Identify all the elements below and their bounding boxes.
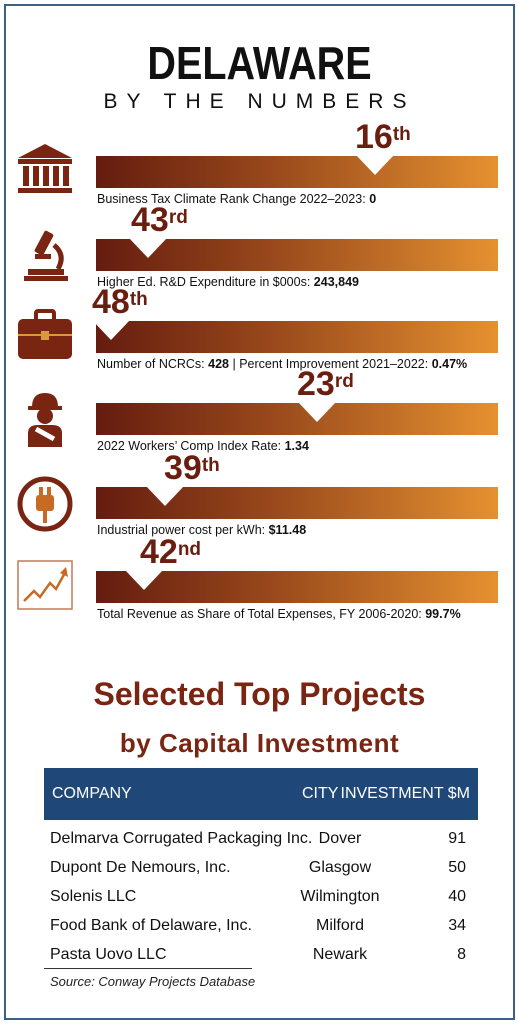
rank-bar (96, 321, 498, 353)
table-header: COMPANY CITY INVESTMENT $M (44, 768, 478, 820)
cell-city: Dover (318, 830, 362, 847)
rank-marker (92, 320, 130, 340)
cell-investment: 50 (448, 859, 466, 876)
cell-company: Dupont De Nemours, Inc. (50, 859, 231, 876)
column-header-company: COMPANY (52, 785, 132, 802)
rank-bar (96, 156, 498, 188)
table-row: Dupont De Nemours, Inc. Glasgow 50 (44, 853, 478, 882)
rank-value: 39th (164, 449, 220, 487)
metric-row-revenue-share: 42nd Total Revenue as Share of Total Exp… (0, 535, 519, 637)
cell-city: Milford (315, 917, 364, 934)
table-row: Delmarva Corrugated Packaging Inc. Dover… (44, 824, 478, 853)
rank-marker (146, 486, 184, 506)
rank-marker (298, 402, 336, 422)
microscope-icon (14, 225, 76, 287)
metric-row-workers-comp: 23rd 2022 Workers’ Comp Index Rate: 1.34 (0, 367, 519, 469)
cell-investment: 34 (448, 917, 466, 934)
projects-table: COMPANY CITY INVESTMENT $M Delmarva Corr… (44, 768, 478, 969)
cell-company: Delmarva Corrugated Packaging Inc. (50, 830, 313, 847)
projects-subheading: by Capital Investment (119, 728, 400, 758)
rank-marker (356, 155, 394, 175)
cell-investment: 40 (448, 888, 466, 905)
metric-row-tax-climate: 16th Business Tax Climate Rank Change 20… (0, 120, 519, 222)
cell-city: Wilmington (300, 888, 380, 905)
rank-value: 16th (355, 118, 411, 156)
table-row: Food Bank of Delaware, Inc. Milford 34 (44, 911, 478, 940)
rank-marker (129, 238, 167, 258)
metric-caption: Number of NCRCs: 428 | Percent Improveme… (97, 357, 468, 371)
metric-caption: Industrial power cost per kWh: $11.48 (97, 523, 307, 537)
table-row: Pasta Uovo LLC Newark 8 (44, 940, 478, 969)
rank-bar (96, 571, 498, 603)
table-row: Solenis LLC Wilmington 40 (44, 882, 478, 911)
rank-marker (125, 570, 163, 590)
bank-icon (14, 142, 76, 204)
cell-company: Pasta Uovo LLC (50, 946, 167, 963)
metric-caption: Higher Ed. R&D Expenditure in $000s: 243… (97, 275, 359, 289)
source-divider (44, 968, 252, 969)
metric-caption: Total Revenue as Share of Total Expenses… (97, 607, 461, 621)
cell-investment: 91 (448, 830, 466, 847)
column-header-investment: INVESTMENT $M (340, 785, 471, 802)
page-frame (4, 4, 515, 1020)
metric-row-rd-expenditure: 43rd Higher Ed. R&D Expenditure in $000s… (0, 203, 519, 305)
power-plug-icon (14, 473, 76, 535)
rank-value: 48th (92, 283, 148, 321)
rank-value: 23rd (297, 365, 354, 403)
column-header-city: CITY (302, 785, 339, 802)
rank-bar (96, 403, 498, 435)
metric-caption: Business Tax Climate Rank Change 2022–20… (97, 192, 377, 206)
rank-value: 42nd (140, 533, 202, 571)
metric-caption: 2022 Workers’ Comp Index Rate: 1.34 (97, 439, 309, 453)
rising-chart-icon (14, 557, 76, 619)
rank-value: 43rd (131, 201, 188, 239)
injured-worker-icon (14, 389, 76, 451)
cell-city: Glasgow (308, 859, 372, 876)
cell-company: Food Bank of Delaware, Inc. (50, 917, 252, 934)
source-note: Source: Conway Projects Database (50, 974, 256, 989)
cell-investment: 8 (457, 946, 466, 963)
metric-row-ncrcs: 48th Number of NCRCs: 428 | Percent Impr… (0, 285, 519, 387)
page-subtitle: BY THE NUMBERS (103, 90, 416, 113)
page-title: DELAWARE (147, 37, 372, 89)
briefcase-icon (14, 307, 76, 369)
metric-row-power-cost: 39th Industrial power cost per kWh: $11.… (0, 451, 519, 553)
cell-company: Solenis LLC (50, 888, 137, 905)
cell-city: Newark (312, 946, 368, 963)
projects-heading: Selected Top Projects (93, 676, 426, 712)
